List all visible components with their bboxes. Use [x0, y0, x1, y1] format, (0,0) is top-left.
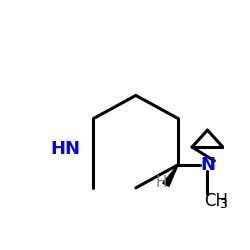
Polygon shape: [163, 165, 178, 186]
Text: N: N: [200, 156, 215, 174]
Text: H: H: [156, 175, 167, 190]
Text: 3: 3: [219, 198, 227, 210]
Text: CH: CH: [204, 192, 228, 210]
Text: HN: HN: [50, 140, 80, 158]
